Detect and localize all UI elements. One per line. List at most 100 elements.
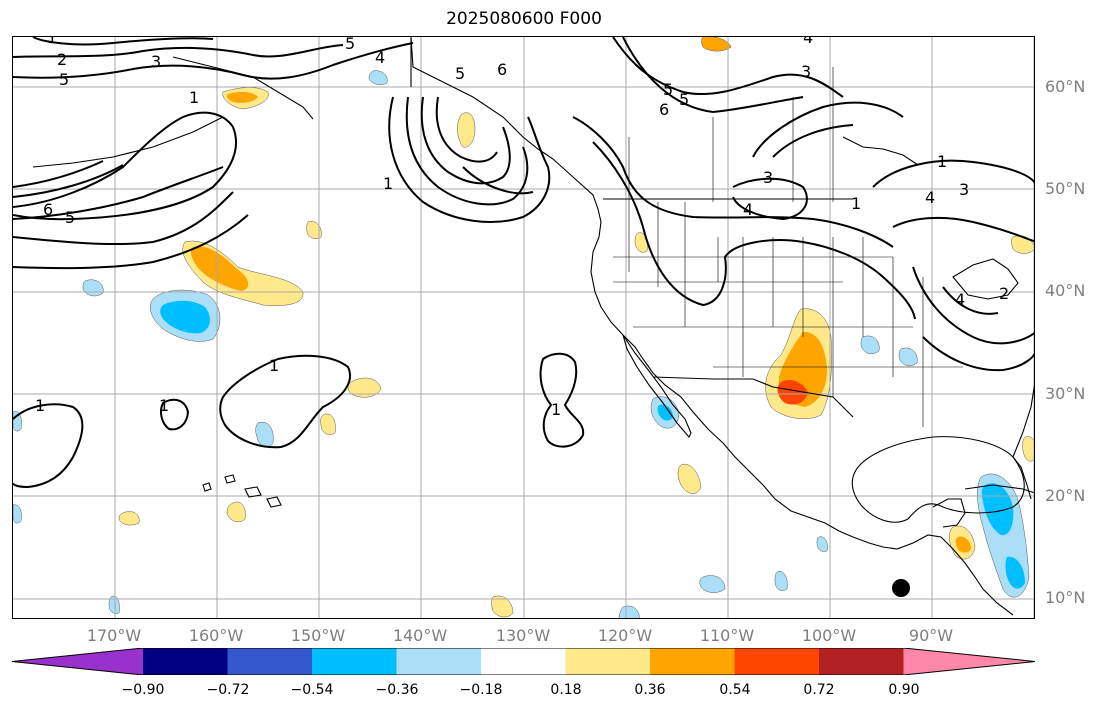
lat-label: 50°N <box>1045 179 1086 198</box>
colorbar-tick: −0.72 <box>206 682 250 698</box>
florida <box>1012 456 1032 500</box>
gulf-of-mexico <box>851 436 1025 523</box>
pos-blob-mid-4 <box>118 511 140 526</box>
lat-label: 30°N <box>1045 384 1086 403</box>
east-coast <box>1012 384 1034 458</box>
pos-blob-gulf-east <box>1022 436 1034 462</box>
hudson-bay <box>842 136 919 166</box>
lon-label: 150°W <box>290 626 346 645</box>
colorbar-segment <box>734 648 820 675</box>
alaska-coast <box>172 56 314 120</box>
lon-label: 140°W <box>392 626 448 645</box>
contour-label: 1 <box>159 396 169 415</box>
great-lakes <box>952 258 1019 300</box>
yucatan <box>932 498 966 528</box>
pos-core-west-pacific <box>191 246 249 291</box>
contour-label: 1 <box>851 194 861 213</box>
neg-blob-3 <box>699 575 726 593</box>
pos-blob-subtropic <box>306 221 322 239</box>
colorbar-segment <box>481 648 566 675</box>
lat-label: 10°N <box>1045 588 1086 607</box>
map-title: 2025080600 F000 <box>446 9 602 29</box>
pos-blob-mid-3 <box>226 501 246 523</box>
lon-label: 130°W <box>495 626 551 645</box>
pos-blob-north-pacific <box>701 37 732 52</box>
contour-lines <box>13 37 1034 489</box>
lon-label: 110°W <box>699 626 755 645</box>
coastlines <box>32 37 1034 616</box>
pos-core-alaska <box>226 92 258 103</box>
colorbar-arrow-right <box>903 648 1035 675</box>
baja-california <box>622 334 692 438</box>
pos-peak-southwest-us <box>777 380 808 405</box>
contour-label: 2 <box>999 284 1009 303</box>
pos-blob-gulf <box>457 112 476 148</box>
contour-label: 2 <box>57 50 67 69</box>
contour-label: 4 <box>955 290 965 309</box>
colorbar-segments <box>11 647 1036 676</box>
contour-label: 1 <box>189 88 199 107</box>
neg-blob-1 <box>82 279 104 297</box>
positive-anomaly-shading <box>118 37 1034 618</box>
colorbar-tick: 0.72 <box>803 682 835 698</box>
lat-label: 20°N <box>1045 486 1086 505</box>
colorbar-tick: 0.18 <box>550 682 582 698</box>
contour-label: 4 <box>743 200 753 219</box>
contour-label: 5 <box>455 64 465 83</box>
contour-label: 4 <box>925 188 935 207</box>
contour-label: 5 <box>345 37 355 53</box>
contour-label: 1 <box>35 396 45 415</box>
contour-label: 3 <box>801 62 811 81</box>
pos-blob-mid-5 <box>677 463 702 494</box>
location-marker <box>892 579 910 597</box>
contour-label: 1 <box>937 152 947 171</box>
neg-core-baja <box>657 404 673 421</box>
pos-blob-mid-2 <box>320 413 336 435</box>
pos-blob-east-us <box>1011 235 1034 254</box>
contour-label: 5 <box>679 90 689 109</box>
aleutians <box>32 116 224 168</box>
colorbar-tick: 0.36 <box>634 682 666 698</box>
contour-label: 1 <box>47 37 57 47</box>
contour-label: 6 <box>43 200 53 219</box>
cuba <box>964 484 1034 494</box>
hawaii-3 <box>244 486 262 498</box>
lon-label: 120°W <box>597 626 653 645</box>
colorbar-tick: 0.54 <box>719 682 751 698</box>
map-canvas: 1 2 5 3 5 4 1 6 5 5 6 1 5 5 6 3 4 1 3 4 … <box>13 37 1034 618</box>
neg-blob-4 <box>860 335 880 355</box>
colorbar-tick: −0.36 <box>375 682 419 698</box>
neg-blob-7 <box>618 605 640 618</box>
colorbar-segment <box>396 648 482 675</box>
contour-label: 3 <box>763 168 773 187</box>
lat-label: 60°N <box>1045 77 1086 96</box>
neg-blob-5 <box>898 347 918 367</box>
contour-label: 3 <box>959 180 969 199</box>
colorbar-segment <box>312 648 397 675</box>
map-panel[interactable]: 1 2 5 3 5 4 1 6 5 5 6 1 5 5 6 3 4 1 3 4 … <box>12 36 1035 619</box>
contour-label: 3 <box>151 52 161 71</box>
neg-core-west-pacific <box>160 300 210 334</box>
lon-label: 170°W <box>86 626 142 645</box>
colorbar <box>11 647 1036 676</box>
colorbar-tick: −0.90 <box>121 682 165 698</box>
lon-label: 160°W <box>188 626 244 645</box>
lat-label: 40°N <box>1045 281 1086 300</box>
contour-label: 5 <box>663 80 673 99</box>
colorbar-tick: −0.18 <box>459 682 503 698</box>
graticule <box>13 37 1034 618</box>
lon-label: 90°W <box>908 626 954 645</box>
neg-blob-12 <box>816 536 828 552</box>
colorbar-arrow-left <box>12 648 143 675</box>
contour-label: 4 <box>803 37 813 47</box>
pos-blob-mid-1 <box>347 377 382 398</box>
contour-label: 5 <box>65 208 75 227</box>
hawaii-2 <box>224 474 236 484</box>
hawaii-1 <box>202 482 212 492</box>
neg-blob-10 <box>108 595 120 614</box>
contour-label-group: 1 2 5 3 5 4 1 6 5 5 6 1 5 5 6 3 4 1 3 4 … <box>35 37 1009 419</box>
contour-label: 4 <box>375 48 385 67</box>
colorbar-segment <box>819 648 904 675</box>
colorbar-segment <box>650 648 735 675</box>
contour-label: 1 <box>269 356 279 375</box>
